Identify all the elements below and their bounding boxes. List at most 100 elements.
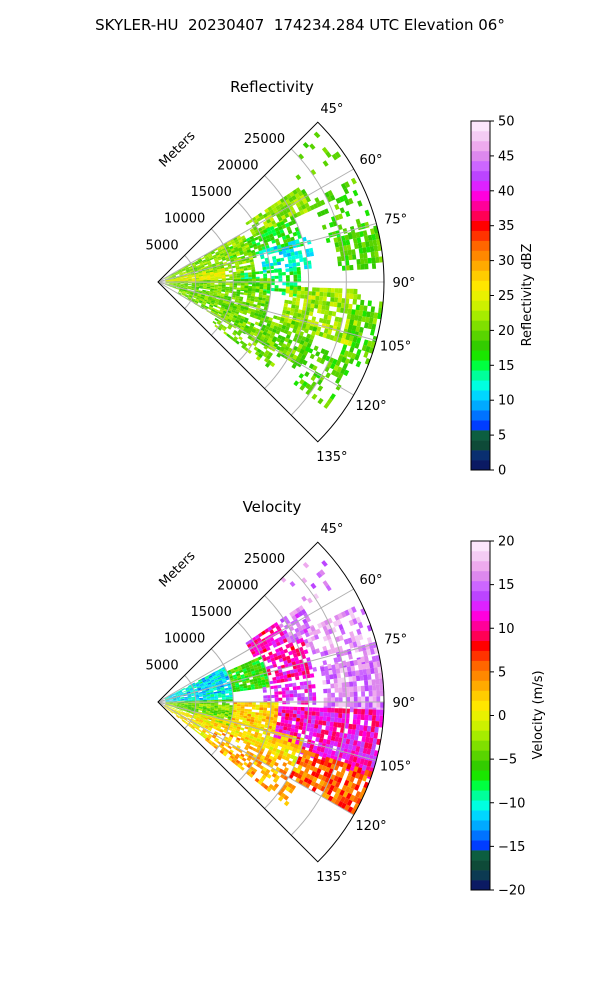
reflectivity-gate	[269, 217, 275, 222]
reflectivity-gate	[227, 325, 232, 330]
velocity-gate	[193, 714, 198, 717]
reflectivity-gate	[344, 181, 351, 188]
reflectivity-gate	[191, 280, 196, 282]
velocity-gate	[207, 673, 212, 677]
velocity-gate	[230, 668, 235, 672]
velocity-colorbar-tick-label: 5	[498, 665, 506, 680]
velocity-gate	[234, 732, 239, 736]
reflectivity-gate	[303, 298, 308, 303]
reflectivity-gate	[287, 256, 292, 261]
reflectivity-gate	[314, 299, 319, 305]
velocity-gate	[209, 689, 214, 692]
velocity-gate	[195, 697, 200, 699]
reflectivity-gate	[251, 309, 256, 313]
reflectivity-colorbar-swatch	[471, 150, 490, 162]
velocity-gate	[248, 704, 253, 707]
velocity-gate	[298, 671, 303, 676]
reflectivity-gate	[270, 269, 275, 274]
velocity-gate	[257, 632, 263, 638]
reflectivity-gate	[349, 293, 354, 300]
velocity-gate	[352, 719, 357, 725]
reflectivity-gate	[186, 291, 191, 293]
reflectivity-gate	[289, 293, 294, 298]
velocity-gate	[196, 685, 201, 688]
velocity-gate	[297, 693, 301, 698]
reflectivity-gate	[341, 333, 347, 340]
velocity-gate	[312, 630, 318, 636]
velocity-gate	[201, 687, 206, 690]
reflectivity-gate	[210, 285, 215, 288]
velocity-gate	[290, 645, 296, 651]
velocity-gate	[168, 696, 173, 699]
velocity-data-layer	[163, 560, 384, 815]
reflectivity-gate	[192, 264, 196, 267]
velocity-gate	[191, 708, 195, 711]
reflectivity-gate	[353, 288, 358, 295]
velocity-gate	[188, 722, 193, 726]
velocity-gate	[288, 716, 293, 721]
reflectivity-gate	[257, 212, 263, 218]
reflectivity-gate	[242, 342, 248, 347]
reflectivity-gate	[321, 354, 328, 360]
reflectivity-gate	[326, 196, 333, 203]
velocity-range-tick-label: 20000	[217, 579, 258, 594]
reflectivity-gate	[277, 334, 283, 340]
reflectivity-gate	[165, 277, 169, 280]
velocity-gate	[302, 771, 308, 778]
velocity-range-axis-label: Meters	[157, 548, 199, 590]
reflectivity-gate	[264, 257, 269, 262]
velocity-gate	[282, 638, 288, 644]
velocity-gate	[222, 720, 227, 723]
reflectivity-gate	[294, 239, 300, 244]
reflectivity-gate	[365, 241, 370, 248]
velocity-gate	[239, 712, 244, 716]
reflectivity-gate	[233, 256, 238, 260]
reflectivity-gate	[205, 256, 209, 260]
velocity-gate	[232, 707, 237, 711]
velocity-gate	[340, 628, 346, 635]
velocity-gate	[195, 719, 200, 722]
reflectivity-gate	[211, 307, 216, 311]
reflectivity-gate	[274, 269, 279, 273]
velocity-gate	[347, 671, 353, 677]
velocity-colorbar-swatch	[471, 550, 490, 562]
velocity-gate	[270, 694, 275, 699]
velocity-colorbar-tick-label: 20	[498, 535, 515, 550]
reflectivity-gate	[198, 272, 203, 275]
velocity-gate	[332, 620, 339, 627]
reflectivity-gate	[231, 242, 237, 247]
reflectivity-gate	[259, 271, 264, 274]
reflectivity-gate	[213, 288, 218, 291]
reflectivity-gate	[210, 287, 215, 289]
velocity-gate	[231, 745, 237, 750]
velocity-gate	[199, 704, 204, 707]
velocity-azimuth-tick-label: 75°	[384, 632, 407, 647]
reflectivity-gate	[223, 308, 228, 312]
reflectivity-gate	[264, 303, 269, 308]
reflectivity-gate	[173, 280, 177, 282]
velocity-gate	[190, 692, 195, 695]
reflectivity-gate	[262, 229, 268, 234]
velocity-gate	[206, 704, 211, 706]
reflectivity-gate	[335, 377, 341, 384]
reflectivity-gate	[266, 290, 271, 294]
reflectivity-gate	[367, 257, 372, 264]
reflectivity-gate	[263, 345, 269, 350]
velocity-gate	[210, 704, 215, 706]
velocity-gate	[184, 696, 188, 699]
velocity-gate	[349, 681, 354, 687]
reflectivity-gate	[276, 244, 282, 249]
velocity-gate	[342, 791, 349, 798]
reflectivity-gate	[211, 263, 216, 266]
velocity-gate	[335, 770, 341, 777]
reflectivity-gate	[182, 271, 187, 274]
reflectivity-gate	[250, 249, 256, 254]
reflectivity-gate	[198, 271, 203, 274]
velocity-gate	[295, 675, 300, 681]
reflectivity-azimuth-spoke	[157, 281, 377, 341]
velocity-gate	[216, 727, 221, 731]
reflectivity-gate	[265, 260, 270, 264]
reflectivity-gate	[221, 289, 226, 292]
reflectivity-gate	[366, 246, 371, 253]
velocity-gate	[322, 580, 329, 587]
